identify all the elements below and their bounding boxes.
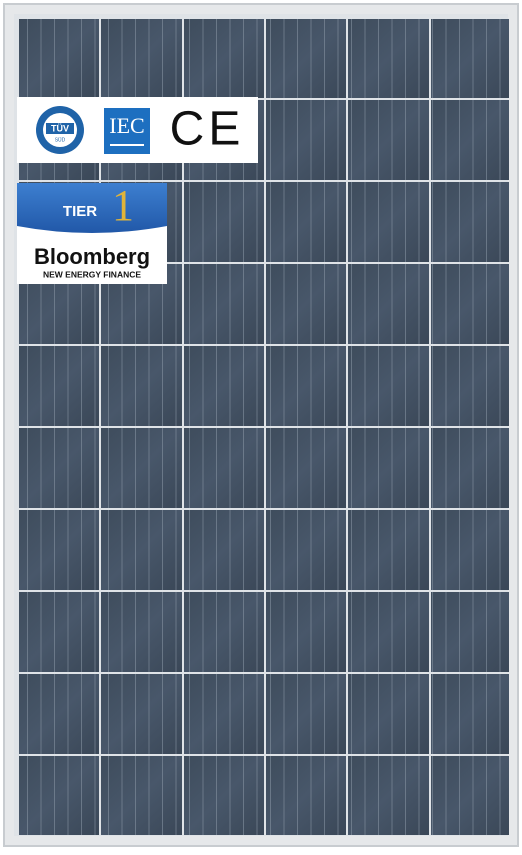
tier-banner [17,183,167,233]
cell-fingers [431,756,509,835]
cell-fingers [266,674,346,754]
cell-fingers [348,100,429,180]
cell-fingers [19,592,99,672]
cell-fingers [19,756,99,835]
tier-badge: TIER 1 Bloomberg NEW ENERGY FINANCE [17,181,167,284]
certification-badge: TÜV SÜD IEC CE [17,97,258,163]
cell-fingers [19,346,99,426]
cell-fingers [184,674,264,754]
cell-fingers [266,264,346,344]
cell-fingers [184,510,264,590]
iec-text: IEC [109,113,144,138]
cell-fingers [431,19,509,98]
cell-fingers [19,428,99,508]
cell-fingers [19,19,99,98]
cell-fingers [431,264,509,344]
brand-name: Bloomberg [34,244,150,269]
cell-fingers [184,428,264,508]
cell-fingers [184,182,264,262]
cell-fingers [348,428,429,508]
cell-fingers [101,674,182,754]
cell-fingers [266,428,346,508]
cell-fingers [348,264,429,344]
cell-fingers [348,19,429,98]
cell-fingers [101,756,182,835]
cell-fingers [266,346,346,426]
cell-fingers [266,182,346,262]
cell-fingers [19,510,99,590]
cell-fingers [101,19,182,98]
cell-fingers [19,674,99,754]
cell-fingers [348,592,429,672]
cell-fingers [266,510,346,590]
cell-fingers [184,346,264,426]
cell-fingers [184,19,264,98]
cell-fingers [431,182,509,262]
cell-fingers [348,674,429,754]
brand-division: NEW ENERGY FINANCE [43,269,141,279]
cell-fingers [431,428,509,508]
cell-fingers [431,100,509,180]
cell-fingers [348,182,429,262]
cell-fingers [431,510,509,590]
cell-fingers [431,592,509,672]
cell-fingers [431,674,509,754]
tuv-text: TÜV [51,123,69,133]
cell-fingers [348,510,429,590]
ce-mark: CE [170,103,245,156]
cell-fingers [266,19,346,98]
cell-fingers [266,592,346,672]
cell-fingers [101,510,182,590]
cell-grid [19,19,509,835]
iec-line [110,144,144,146]
cell-fingers [101,428,182,508]
cell-fingers [348,756,429,835]
cell-fingers [184,756,264,835]
cell-fingers [431,346,509,426]
cell-fingers [101,346,182,426]
tuv-sub: SÜD [55,136,66,143]
cell-fingers [101,592,182,672]
tier-level: 1 [112,181,134,230]
tier-text: TIER [63,203,97,220]
iec-logo [104,108,150,154]
cell-fingers [266,100,346,180]
cell-fingers [348,346,429,426]
cell-fingers [184,592,264,672]
tuv-band [46,123,74,134]
cell-fingers [266,756,346,835]
cell-fingers [184,264,264,344]
